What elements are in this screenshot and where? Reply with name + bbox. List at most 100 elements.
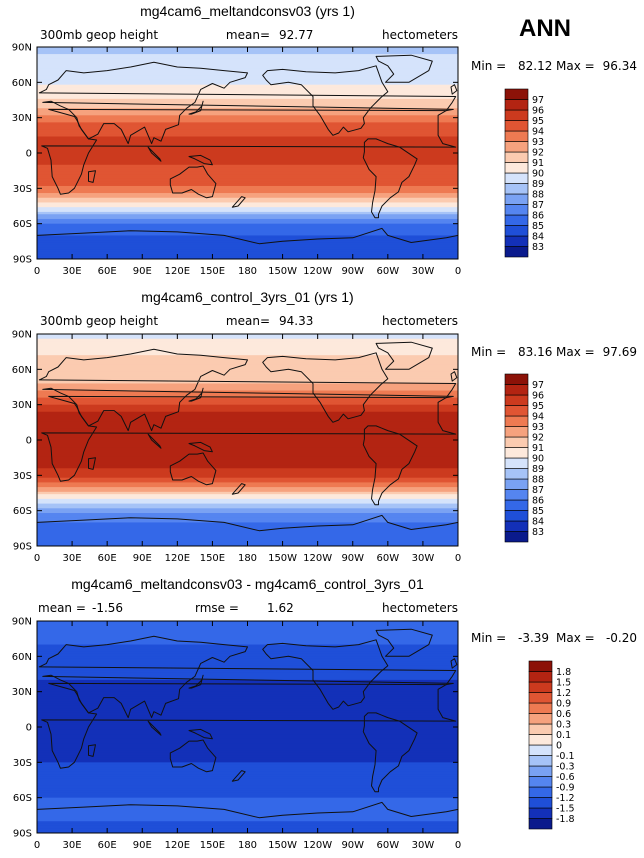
field-band (37, 642, 458, 646)
coastline (375, 341, 433, 370)
field-band (37, 374, 458, 377)
colorbar-label: -1.5 (556, 804, 575, 815)
field-band (37, 809, 458, 813)
field-band (37, 513, 458, 516)
coastline (362, 138, 418, 219)
field-band (37, 698, 458, 702)
field-band (37, 56, 458, 60)
field-band (37, 632, 458, 636)
colorbar-label: 1.8 (556, 667, 571, 678)
field-band (37, 691, 458, 695)
colorbar-box (504, 235, 529, 247)
field-band (37, 684, 458, 688)
min-label: Min = (471, 345, 506, 359)
field-band (37, 656, 458, 660)
field-band (37, 482, 458, 486)
y-tick-label: 0 (26, 149, 32, 160)
field-band (37, 430, 458, 434)
variable-label: 300mb geop height (40, 28, 158, 42)
x-tick-label: 150E (200, 840, 225, 851)
x-tick-label: 180 (238, 553, 257, 564)
y-tick-label: 30S (13, 758, 32, 769)
field-band (37, 534, 458, 538)
field-band (37, 345, 458, 349)
field-band (37, 741, 458, 745)
colorbar-box (528, 744, 553, 756)
coastline (188, 100, 204, 115)
y-tick-label: 90N (12, 617, 32, 628)
field-band (37, 472, 458, 476)
coastline (37, 514, 458, 546)
field-band (37, 496, 458, 500)
field-band (37, 105, 458, 109)
field-band (37, 96, 458, 100)
x-tick-label: 60W (377, 840, 400, 851)
y-tick-label: 90S (13, 829, 32, 840)
field-band (37, 788, 458, 792)
field-band (37, 823, 458, 827)
colorbar-label: 92 (532, 148, 544, 159)
field-band (37, 649, 458, 653)
colorbar-box (528, 713, 553, 725)
rmse-value: 1.62 (267, 601, 294, 615)
colorbar-label: 0.9 (556, 699, 571, 710)
y-tick-label: 90N (12, 43, 32, 54)
x-tick-label: 0 (34, 553, 40, 564)
max-value: -0.20 (606, 631, 637, 645)
colorbar-box (504, 499, 529, 511)
colorbar-box (504, 426, 529, 438)
field-band (37, 383, 458, 387)
field-band (37, 143, 458, 147)
x-tick-label: 30W (412, 266, 435, 277)
field-band (37, 710, 458, 714)
x-tick-label: 180 (238, 266, 257, 277)
colorbar-box (528, 702, 553, 714)
mean-label: mean= (226, 314, 270, 328)
field-band (37, 774, 458, 778)
field-band (37, 818, 458, 822)
coastline (262, 639, 389, 710)
field-band (37, 181, 458, 185)
x-tick-label: 0 (34, 840, 40, 851)
field-band (37, 800, 458, 803)
colorbar-box (528, 776, 553, 788)
field-band (37, 792, 458, 796)
x-tick-label: 90E (133, 266, 152, 277)
colorbar-label: 1.5 (556, 678, 571, 689)
x-tick-label: 150W (268, 840, 297, 851)
field-band (37, 694, 458, 697)
field-band (37, 195, 458, 199)
coastline (188, 387, 204, 402)
field-band (37, 388, 458, 392)
max-label: Max = (556, 59, 595, 73)
units-label: hectometers (382, 28, 458, 42)
field-band (37, 628, 458, 632)
field-band (37, 115, 458, 119)
field-band (37, 491, 458, 495)
field-band (37, 54, 458, 58)
colorbar-box (528, 734, 553, 746)
field-band (37, 162, 458, 166)
variable-label: 300mb geop height (40, 314, 158, 328)
y-tick-label: 30S (13, 184, 32, 195)
colorbar-label: 95 (532, 116, 544, 127)
field-band (37, 399, 458, 403)
field-band (37, 752, 458, 756)
field-band (37, 465, 458, 469)
field-band (37, 487, 458, 491)
field-band (37, 131, 458, 135)
coastlines (37, 54, 458, 259)
colorbar-box (528, 723, 553, 735)
colorbar-box (504, 99, 529, 111)
field-band (37, 804, 458, 808)
field-band (37, 228, 458, 232)
coastline (169, 452, 217, 486)
field-band (37, 167, 458, 171)
colorbar-label: 87 (532, 200, 544, 211)
field-band (37, 197, 458, 201)
colorbar-label: 97 (532, 380, 544, 391)
max-value: 97.69 (603, 345, 637, 359)
x-tick-label: 120E (165, 266, 190, 277)
colorbar-box (528, 660, 553, 672)
